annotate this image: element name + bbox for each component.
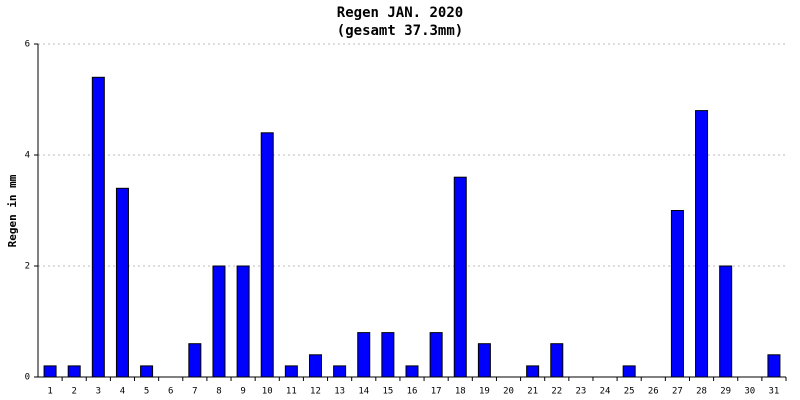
bar bbox=[477, 343, 491, 378]
y-axis-label: Regen in mm bbox=[6, 174, 19, 247]
bar bbox=[429, 332, 443, 378]
x-tick-label: 23 bbox=[575, 387, 586, 397]
y-tick-label: 4 bbox=[25, 151, 30, 161]
bar bbox=[91, 76, 105, 378]
bar bbox=[67, 365, 81, 378]
bar bbox=[333, 365, 347, 378]
x-tick-label: 27 bbox=[672, 387, 683, 397]
x-tick-label: 8 bbox=[216, 387, 221, 397]
bar bbox=[670, 210, 684, 378]
chart-subtitle: (gesamt 37.3mm) bbox=[337, 23, 463, 39]
x-tick-label: 15 bbox=[382, 387, 393, 397]
x-tick-label: 19 bbox=[479, 387, 490, 397]
x-tick-label: 14 bbox=[358, 387, 369, 397]
x-tick-label: 16 bbox=[407, 387, 418, 397]
x-tick-label: 4 bbox=[120, 387, 125, 397]
bar bbox=[695, 110, 709, 378]
x-tick-label: 9 bbox=[240, 387, 245, 397]
x-tick-label: 3 bbox=[96, 387, 101, 397]
x-tick-label: 26 bbox=[648, 387, 659, 397]
x-tick-label: 29 bbox=[720, 387, 731, 397]
x-tick-label: 22 bbox=[551, 387, 562, 397]
x-tick-label: 28 bbox=[696, 387, 707, 397]
y-tick-label: 0 bbox=[25, 373, 30, 383]
x-tick-label: 7 bbox=[192, 387, 197, 397]
x-tick-label: 2 bbox=[71, 387, 76, 397]
bar bbox=[308, 354, 322, 378]
x-tick-label: 12 bbox=[310, 387, 321, 397]
x-tick-label: 1 bbox=[47, 387, 52, 397]
bar bbox=[212, 265, 226, 378]
x-tick-label: 6 bbox=[168, 387, 173, 397]
bar bbox=[381, 332, 395, 378]
bar bbox=[357, 332, 371, 378]
x-tick-label: 25 bbox=[624, 387, 635, 397]
bar bbox=[550, 343, 564, 378]
bar bbox=[453, 176, 467, 378]
y-tick-label: 2 bbox=[25, 262, 30, 272]
bar bbox=[43, 365, 57, 378]
bar bbox=[188, 343, 202, 378]
bar bbox=[719, 265, 733, 378]
x-tick-label: 20 bbox=[503, 387, 514, 397]
x-tick-label: 18 bbox=[455, 387, 466, 397]
bar bbox=[622, 365, 636, 378]
x-tick-label: 24 bbox=[600, 387, 611, 397]
bar bbox=[526, 365, 540, 378]
bar bbox=[236, 265, 250, 378]
x-tick-label: 5 bbox=[144, 387, 149, 397]
bar bbox=[260, 132, 274, 378]
x-tick-label: 10 bbox=[262, 387, 273, 397]
bar bbox=[767, 354, 781, 378]
x-tick-label: 31 bbox=[769, 387, 780, 397]
x-tick-label: 13 bbox=[334, 387, 345, 397]
bar bbox=[115, 187, 129, 378]
chart-title: Regen JAN. 2020 bbox=[337, 5, 463, 21]
x-tick-label: 17 bbox=[431, 387, 442, 397]
bar bbox=[140, 365, 154, 378]
x-tick-label: 21 bbox=[527, 387, 538, 397]
y-tick-label: 6 bbox=[25, 40, 30, 50]
x-tick-label: 11 bbox=[286, 387, 297, 397]
x-tick-label: 30 bbox=[744, 387, 755, 397]
bar bbox=[284, 365, 298, 378]
bar bbox=[405, 365, 419, 378]
